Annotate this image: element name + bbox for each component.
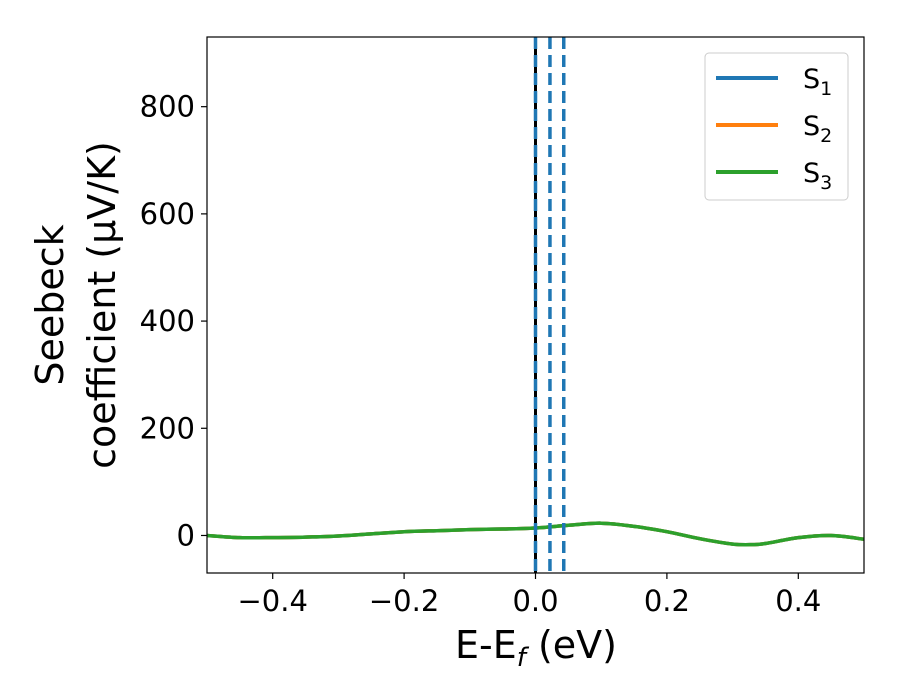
x-tick-label: −0.2: [369, 584, 439, 618]
x-tick-label: 0.2: [644, 584, 690, 618]
y-axis-label-line1: Seebeck: [28, 224, 72, 385]
y-tick-label: 600: [140, 197, 195, 231]
legend-label-s3: S3: [803, 158, 832, 194]
x-axis-label: E-Ef (eV): [455, 623, 617, 673]
x-ticks: −0.4 −0.2 0.0 0.2 0.4: [237, 573, 821, 618]
vertical-lines-layer: [533, 37, 566, 573]
x-tick-label: −0.4: [237, 584, 307, 618]
y-tick-label: 200: [140, 411, 195, 445]
legend-label-s2: S2: [803, 111, 832, 147]
series-layer: [207, 521, 864, 547]
series-line-s3: [207, 521, 864, 547]
y-tick-label: 0: [177, 518, 195, 552]
legend: S1 S2 S3: [704, 52, 849, 201]
y-tick-label: 400: [140, 304, 195, 338]
y-tick-label: 800: [140, 90, 195, 124]
x-tick-label: 0.0: [512, 584, 558, 618]
y-ticks: 0 200 400 600 800: [140, 90, 207, 552]
x-tick-label: 0.4: [775, 584, 821, 618]
y-axis-label: Seebeck coefficient (μV/K): [28, 141, 124, 469]
legend-label-s1: S1: [803, 64, 832, 100]
y-axis-label-line2: coefficient (μV/K): [80, 141, 124, 469]
